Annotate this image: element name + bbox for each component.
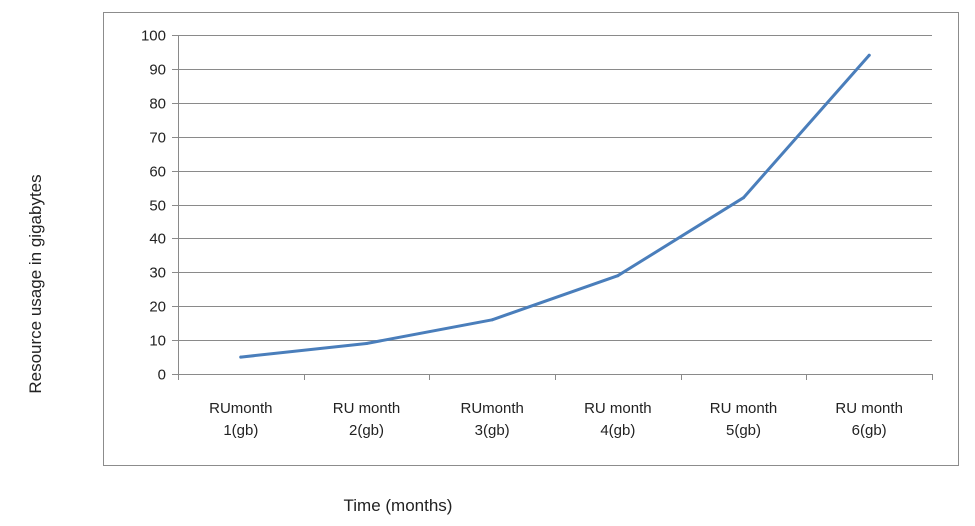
x-category-label-line: RU month xyxy=(710,400,778,417)
data-point xyxy=(490,318,494,322)
y-tick-label: 60 xyxy=(149,164,166,181)
series-line-0 xyxy=(239,53,871,359)
data-point xyxy=(742,196,745,200)
y-tick-label: 100 xyxy=(141,28,166,45)
y-tick-labels: 0 10 20 30 40 50 60 70 80 90 100 xyxy=(141,28,166,384)
x-category-label-line: RUmonth xyxy=(460,400,523,417)
y-tick-label: 20 xyxy=(149,299,166,316)
x-category-label-line: RU month xyxy=(584,400,652,417)
y-tick-label: 90 xyxy=(149,62,166,79)
y-axis-label: Resource usage in gigabytes xyxy=(26,174,45,394)
axes xyxy=(172,35,933,380)
y-tick-label: 80 xyxy=(149,96,166,113)
x-category-label-line: RU month xyxy=(835,400,903,417)
data-point xyxy=(239,355,243,359)
x-category-label-line: RU month xyxy=(333,400,401,417)
x-category-label: RU month 5(gb) xyxy=(710,400,778,439)
y-tick-label: 0 xyxy=(158,367,166,384)
x-category-label-line: 5(gb) xyxy=(726,422,761,439)
x-category-label-line: 6(gb) xyxy=(852,422,887,439)
x-category-label: RU month 6(gb) xyxy=(835,400,903,439)
data-point xyxy=(365,342,368,345)
x-category-labels: RUmonth 1(gb) RU month 2(gb) RUmonth 3(gb) RU … xyxy=(209,400,903,439)
chart-frame xyxy=(103,12,959,466)
x-category-label: RU month 2(gb) xyxy=(333,400,401,439)
y-tick-label: 30 xyxy=(149,265,166,282)
data-point xyxy=(616,274,620,278)
x-axis-label: Time (months) xyxy=(343,496,453,515)
x-category-label-line: RUmonth xyxy=(209,400,272,417)
x-category-label: RU month 4(gb) xyxy=(584,400,652,439)
y-tick-label: 70 xyxy=(149,130,166,147)
gridlines xyxy=(178,35,932,341)
y-tick-label: 10 xyxy=(149,333,166,350)
x-category-label-line: 3(gb) xyxy=(475,422,510,439)
x-category-label: RUmonth 1(gb) xyxy=(209,400,272,439)
y-tick-label: 50 xyxy=(149,198,166,215)
x-category-label-line: 4(gb) xyxy=(600,422,635,439)
y-tick-label: 40 xyxy=(149,231,166,248)
x-category-label-line: 2(gb) xyxy=(349,422,384,439)
x-category-label: RUmonth 3(gb) xyxy=(460,400,523,439)
data-point xyxy=(867,53,871,57)
series-layer xyxy=(239,53,871,359)
x-category-label-line: 1(gb) xyxy=(223,422,258,439)
